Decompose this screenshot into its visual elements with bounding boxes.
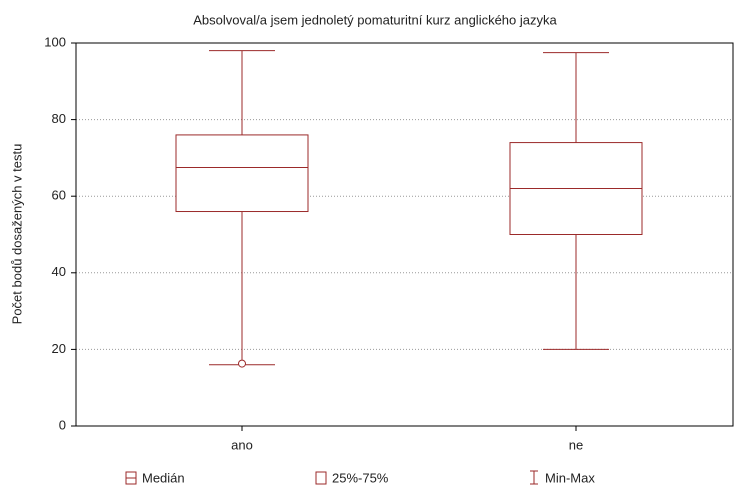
- x-tick-label: ne: [569, 437, 583, 452]
- legend-label: Medián: [142, 470, 185, 485]
- legend-label: Min-Max: [545, 470, 595, 485]
- y-tick-label: 80: [52, 111, 66, 126]
- y-tick-label: 100: [44, 34, 66, 49]
- plot-frame: [75, 42, 734, 427]
- y-tick-label: 0: [59, 417, 66, 432]
- y-tick-label: 20: [52, 341, 66, 356]
- box: [175, 134, 309, 213]
- x-tick-label: ano: [231, 437, 253, 452]
- legend-label: 25%-75%: [332, 470, 389, 485]
- legend-icon: [315, 471, 327, 485]
- outlier: [238, 359, 246, 368]
- y-tick-label: 60: [52, 188, 66, 203]
- y-axis-label: Počet bodů dosažených v testu: [9, 144, 24, 325]
- chart-title: Absolvoval/a jsem jednoletý pomaturitní …: [193, 12, 557, 27]
- y-tick-label: 40: [52, 264, 66, 279]
